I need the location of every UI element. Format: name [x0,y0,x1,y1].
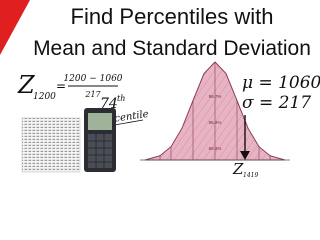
z-subscript: 1200 [33,92,56,102]
mean: μ = 1060 [242,73,320,93]
formula: Z 1200 = 1200 − 1060 217 [17,71,123,102]
curve-label: 68.3% [209,146,222,151]
title-line: Mean and Standard Deviation [33,37,311,60]
curve-label: 95.4% [209,120,222,125]
corner-accent [0,0,30,55]
z-table [21,117,81,173]
curve-label: 99.7% [209,94,222,99]
z-subscript: 1419 [243,172,258,179]
title-line: Find Percentiles with [71,4,274,29]
percentile-suffix: th [117,94,125,103]
denominator: 217 [84,90,101,99]
arrow-head [240,151,250,160]
z-symbol: Z [232,160,244,178]
sd: σ = 217 [242,93,311,113]
z-symbol: Z [17,71,36,99]
thumbnail: Find Percentiles with Mean and Standard … [0,0,320,180]
equals: = [56,79,66,93]
calculator [84,108,116,172]
numerator: 1200 − 1060 [63,74,122,84]
bell-curve [140,61,290,161]
